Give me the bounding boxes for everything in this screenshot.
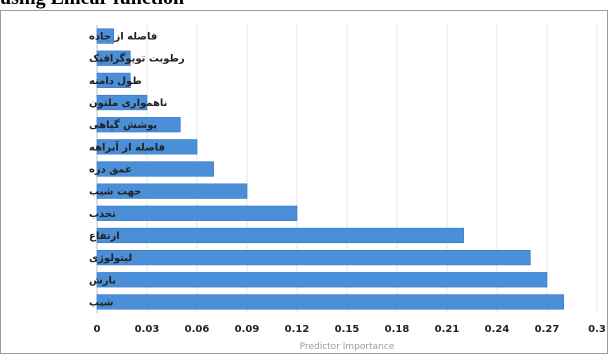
x-tick-label: 0.3	[588, 324, 606, 335]
category-label: پوشش گیاهی	[89, 118, 157, 131]
bar	[96, 94, 148, 111]
x-tick-label: 0.09	[235, 324, 260, 335]
category-label: فاصله از آبراهه	[89, 140, 165, 153]
bar	[96, 50, 131, 66]
page-title: using Linear function	[0, 0, 184, 10]
bar	[96, 161, 214, 177]
bar	[96, 250, 531, 266]
x-tick-label: 0.27	[535, 324, 560, 335]
category-label: جهت شیب	[89, 187, 141, 198]
bar	[96, 183, 248, 199]
category-label: رطوبت توپوگرافیک	[89, 52, 185, 65]
category-label: بارش	[89, 275, 116, 286]
x-tick-label: 0.24	[485, 324, 510, 335]
bar	[96, 28, 114, 44]
category-label: تحدب	[89, 209, 116, 220]
bar	[96, 294, 564, 310]
bar	[96, 139, 198, 155]
x-tick-label: 0	[94, 324, 101, 335]
x-tick-label: 0.12	[285, 324, 310, 335]
category-label: لیتولوژی	[89, 253, 132, 264]
x-tick-label: 0.06	[185, 324, 210, 335]
bar	[96, 227, 464, 244]
x-tick-labels: 0 0.03 0.06 0.09 0.12 0.15 0.18 0.21 0.24 0.27 0.3	[94, 324, 606, 335]
chart-frame: فاصله از جاده رطوبت توپوگرافیک طول دامنه نا…	[0, 10, 608, 354]
x-tick-label: 0.03	[135, 324, 160, 335]
category-label: ارتفاع	[89, 231, 120, 242]
x-tick-label: 0.18	[385, 324, 410, 335]
x-tick-label: 0.15	[335, 324, 360, 335]
category-label: فاصله از جاده	[89, 32, 157, 43]
bar-chart: فاصله از جاده رطوبت توپوگرافیک طول دامنه نا…	[89, 25, 606, 352]
bars	[96, 28, 564, 310]
category-label: شیب	[89, 297, 114, 308]
gridlines	[96, 25, 598, 313]
x-axis-title: Predictor Importance	[300, 342, 395, 352]
bar	[96, 272, 548, 288]
category-label: ناهمواری ملتون	[89, 98, 167, 109]
category-label: عمق دره	[89, 165, 132, 176]
bar	[96, 205, 298, 221]
bar	[96, 72, 131, 88]
category-labels: فاصله از جاده رطوبت توپوگرافیک طول دامنه نا…	[89, 32, 185, 309]
x-tick-label: 0.21	[435, 324, 460, 335]
category-label: طول دامنه	[89, 76, 142, 87]
bar	[96, 117, 181, 133]
